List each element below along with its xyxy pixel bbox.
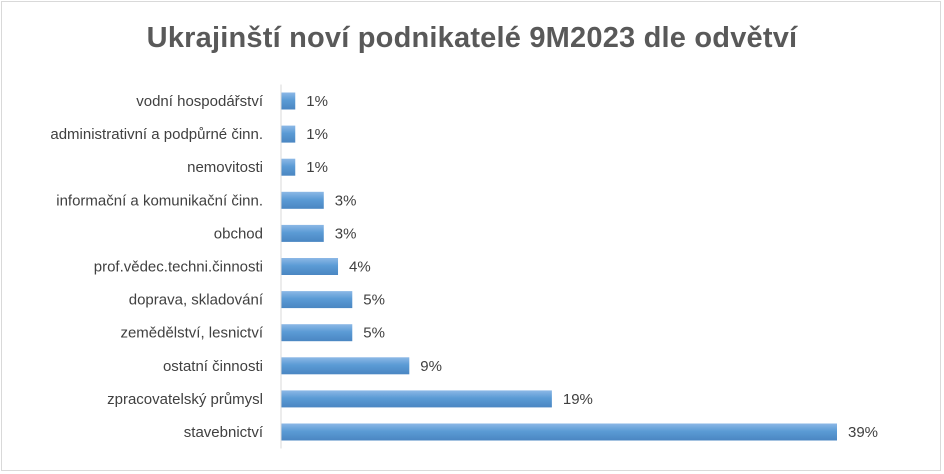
chart-title: Ukrajinští noví podnikatelé 9M2023 dle o… [146, 22, 798, 54]
value-label: 39% [848, 424, 878, 441]
category-label: informační a komunikační činn. [56, 192, 263, 209]
category-labels: vodní hospodářství administrativní a podp… [50, 93, 263, 441]
category-label: vodní hospodářství [136, 93, 264, 110]
value-labels: 1% 1% 1% 3% 3% 4% 5% 5% 9% 19% 39% [306, 93, 878, 441]
bar-2 [281, 158, 296, 176]
category-label: zemědělství, lesnictví [120, 325, 263, 342]
value-label: 9% [420, 358, 442, 375]
bar-0 [281, 92, 296, 110]
category-label: doprava, skladování [129, 292, 264, 309]
bar-7 [281, 324, 353, 342]
bar-10 [281, 423, 837, 441]
bar-9 [281, 390, 552, 408]
value-label: 1% [306, 93, 328, 110]
category-label: nemovitosti [187, 159, 263, 176]
category-label: obchod [214, 225, 263, 242]
value-label: 1% [306, 126, 328, 143]
value-label: 5% [363, 325, 385, 342]
value-label: 3% [335, 192, 357, 209]
category-label: ostatní činnosti [163, 358, 263, 375]
category-label: zpracovatelský průmysl [107, 391, 263, 408]
bar-6 [281, 291, 353, 309]
bars-group [281, 92, 837, 441]
value-label: 5% [363, 292, 385, 309]
value-label: 19% [563, 391, 593, 408]
bar-1 [281, 125, 296, 143]
bar-5 [281, 258, 339, 275]
bar-4 [281, 224, 324, 242]
bar-8 [281, 357, 410, 375]
category-label: stavebnictví [184, 424, 264, 441]
value-label: 1% [306, 159, 328, 176]
value-label: 4% [349, 259, 371, 276]
bar-3 [281, 191, 324, 209]
category-label: administrativní a podpůrné činn. [50, 126, 263, 143]
value-label: 3% [335, 225, 357, 242]
category-label: prof.vědec.techni.činnosti [94, 259, 263, 276]
